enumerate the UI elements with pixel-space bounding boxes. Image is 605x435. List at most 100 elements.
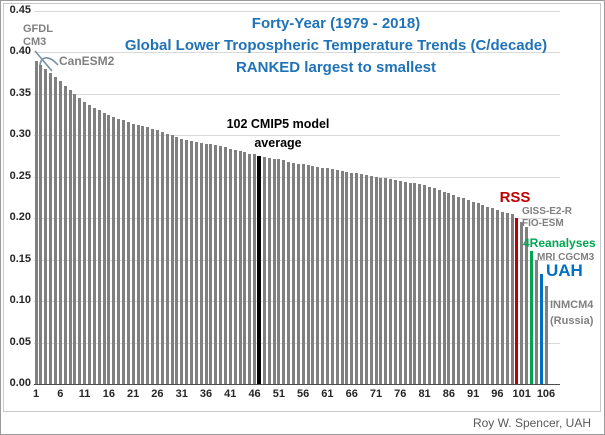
x-axis-tick-label: 51: [272, 388, 285, 400]
chart-title: Forty-Year (1979 - 2018) Global Lower Tr…: [81, 13, 591, 79]
chart-title-line3: RANKED largest to smallest: [235, 59, 437, 76]
y-axis-tick-label: 0.00: [9, 377, 31, 389]
bar-model: [151, 128, 155, 384]
bar-model: [466, 199, 470, 384]
credit-text: Roy W. Spencer, UAH: [472, 416, 591, 430]
bar-model: [170, 135, 174, 384]
annotation-inmcm4: INMCM4 (Russia): [550, 297, 593, 329]
x-axis-tick-label: 66: [345, 388, 358, 400]
bar-model: [243, 151, 247, 384]
x-axis-tick-label: 76: [394, 388, 407, 400]
bar-model: [525, 226, 529, 384]
bar-model: [83, 102, 87, 384]
annotation-cmip5-average: 102 CMIP5 model average: [208, 115, 348, 153]
bar-model: [296, 163, 300, 384]
annotation-giss-e2-r: GISS-E2-R: [522, 206, 573, 217]
x-axis-tick-label: 26: [151, 388, 164, 400]
bar-model: [223, 146, 227, 384]
x-axis-tick-label: 36: [199, 388, 213, 400]
bar-model: [325, 168, 329, 384]
bar-reanalyses: [529, 251, 533, 384]
gridline: [34, 135, 560, 137]
y-axis-tick-label: 0.45: [9, 4, 31, 16]
annotation-gfdl-cm3: GFDL CM3: [23, 23, 55, 49]
x-axis-tick-label: 106: [536, 388, 556, 400]
bar-model: [92, 107, 96, 384]
x-axis-tick-label: 46: [248, 388, 261, 400]
x-axis-tick-label: 91: [467, 388, 480, 400]
bar-model: [262, 156, 266, 384]
bar-model: [476, 203, 480, 384]
bar-model: [277, 159, 281, 384]
bar-model: [107, 114, 111, 384]
x-axis-tick-label: 56: [297, 388, 310, 400]
bar-model: [398, 180, 402, 384]
bar-model: [330, 169, 334, 384]
bar-model: [291, 162, 295, 384]
bar-model: [199, 142, 203, 384]
x-axis-tick-label: 21: [127, 388, 140, 400]
bar-average: [257, 156, 262, 384]
bar-model: [175, 136, 179, 384]
x-axis-tick-label: 6: [57, 388, 64, 400]
x-axis-tick-label: 16: [102, 388, 115, 400]
bar-model: [481, 204, 485, 384]
bar-model: [413, 183, 417, 384]
bar-model: [102, 112, 106, 384]
annotation-canesm2: CanESM2: [59, 54, 115, 68]
bar-model: [432, 188, 436, 384]
bar-model: [165, 133, 169, 384]
bar-model: [389, 179, 393, 384]
bar-model: [253, 154, 257, 384]
bar-model: [359, 174, 363, 384]
gridline: [34, 11, 560, 12]
bar-model: [180, 138, 184, 384]
bar-model: [544, 286, 548, 384]
x-axis-tick-label: 96: [491, 388, 504, 400]
bar-uah: [539, 273, 543, 384]
bar-model: [355, 173, 359, 384]
bar-model: [53, 77, 57, 384]
callout-leader-lines: [34, 50, 59, 72]
annotation-avg-line2: average: [254, 136, 302, 150]
x-axis-tick-label: 71: [369, 388, 383, 400]
x-axis-tick-label: 11: [78, 388, 91, 400]
bar-model: [112, 117, 116, 384]
bar-model: [384, 178, 388, 384]
bar-model: [121, 120, 125, 384]
annotation-gfdl-line1: GFDL: [23, 23, 53, 35]
y-axis-tick-label: 0.35: [9, 86, 31, 99]
annotation-uah: UAH: [546, 261, 583, 280]
bar-model: [131, 123, 135, 384]
bar-model: [146, 127, 150, 384]
x-axis-tick-label: 101: [512, 388, 531, 400]
x-axis-tick-label: 61: [321, 388, 334, 400]
annotation-rss: RSS: [499, 189, 531, 206]
bar-model: [58, 81, 62, 384]
x-axis-tick-label: 81: [418, 388, 431, 400]
bar-model: [136, 125, 140, 384]
bar-model: [369, 175, 373, 384]
bar-model: [316, 166, 320, 384]
x-axis-tick-label: 86: [442, 388, 455, 400]
bar-model: [34, 60, 38, 384]
bar-model: [486, 206, 490, 384]
bar-model: [495, 209, 499, 384]
bar-model: [442, 191, 446, 384]
bar-model: [306, 165, 310, 384]
bar-model: [126, 122, 130, 384]
bar-model: [471, 201, 475, 384]
bar-model: [214, 145, 218, 384]
bar-model: [311, 166, 315, 384]
bar-model: [204, 143, 208, 384]
bar-model: [287, 161, 291, 384]
bar-model: [452, 195, 456, 384]
bar-model: [403, 181, 407, 384]
gridline: [34, 52, 560, 54]
bar-model: [457, 196, 461, 384]
bar-model: [393, 180, 397, 384]
bar-model: [87, 105, 91, 384]
chart-title-line1: Forty-Year (1979 - 2018): [251, 15, 421, 32]
bar-model: [374, 176, 378, 384]
bar-model: [209, 144, 213, 384]
